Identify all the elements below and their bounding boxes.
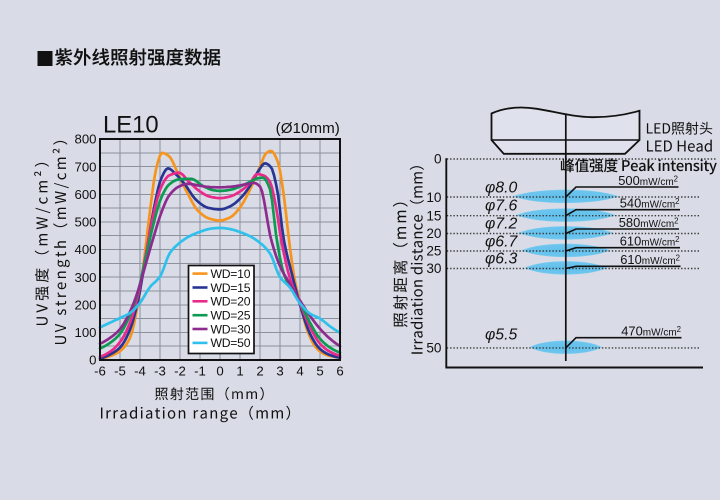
svg-text:610mW/cm2: 610mW/cm2 [620,252,680,267]
svg-text:600: 600 [74,187,96,202]
svg-text:3: 3 [276,364,283,379]
svg-text:300: 300 [74,270,96,285]
svg-text:470mW/cm2: 470mW/cm2 [621,324,681,339]
svg-text:10: 10 [426,190,442,205]
svg-text:-5: -5 [114,364,126,379]
svg-text:WD=15: WD=15 [211,281,251,295]
svg-text:-6: -6 [94,364,106,379]
svg-text:WD=20: WD=20 [211,295,251,309]
svg-text:610mW/cm2: 610mW/cm2 [620,234,680,249]
svg-text:-2: -2 [174,364,186,379]
svg-text:-3: -3 [154,364,166,379]
svg-text:φ8.0: φ8.0 [485,179,517,196]
svg-text:540mW/cm2: 540mW/cm2 [620,196,680,211]
svg-text:5: 5 [316,364,323,379]
svg-text:-1: -1 [194,364,206,379]
svg-text:φ6.7: φ6.7 [485,233,518,250]
svg-text:φ7.2: φ7.2 [485,216,517,233]
svg-text:500mW/cm2: 500mW/cm2 [618,173,678,188]
svg-text:25: 25 [426,244,441,259]
svg-text:0: 0 [434,152,442,167]
svg-text:30: 30 [426,261,442,276]
svg-text:15: 15 [426,208,441,223]
svg-text:400: 400 [74,242,96,257]
svg-text:20: 20 [426,226,442,241]
svg-text:4: 4 [296,364,303,379]
svg-text:φ5.5: φ5.5 [485,326,517,343]
svg-text:(Ø10mm): (Ø10mm) [276,120,340,137]
svg-text:WD=25: WD=25 [211,309,251,323]
svg-text:500: 500 [74,215,96,230]
svg-text:1: 1 [236,364,243,379]
svg-text:100: 100 [74,325,96,340]
svg-text:φ6.3: φ6.3 [485,251,517,268]
svg-text:50: 50 [426,341,442,356]
svg-text:LE10: LE10 [103,112,159,139]
svg-text:2: 2 [256,364,263,379]
svg-text:6: 6 [336,364,343,379]
svg-text:WD=30: WD=30 [211,322,251,336]
svg-text:580mW/cm2: 580mW/cm2 [619,215,679,230]
svg-text:WD=10: WD=10 [211,267,251,281]
svg-text:200: 200 [74,297,96,312]
svg-text:WD=50: WD=50 [211,336,251,350]
svg-text:-4: -4 [134,364,146,379]
svg-text:0: 0 [216,364,223,379]
svg-text:φ7.6: φ7.6 [485,198,517,215]
svg-text:800: 800 [74,132,96,147]
svg-text:700: 700 [74,159,96,174]
svg-text:0: 0 [89,353,96,368]
